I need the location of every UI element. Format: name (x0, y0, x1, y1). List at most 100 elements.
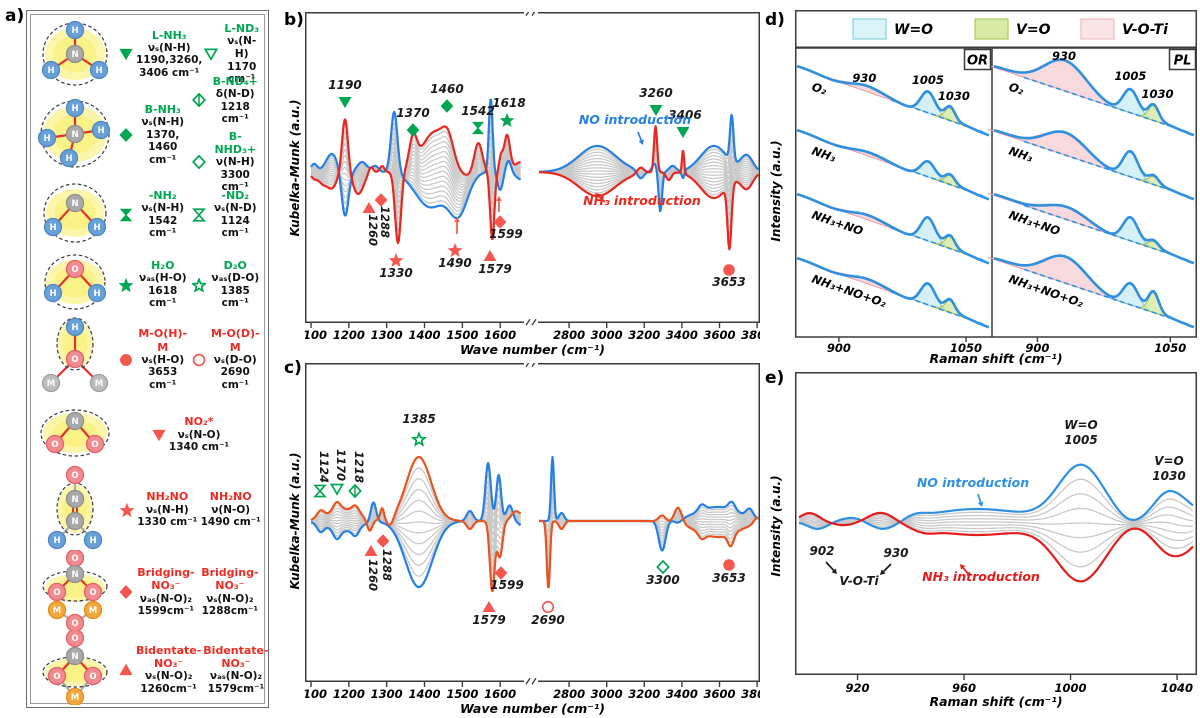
species-assignment-line: 1385 cm⁻¹ (220, 284, 250, 310)
diamond-marker (494, 566, 508, 580)
legend-entry-text: NO₂* νₛ(N-O) 1340 cm⁻¹ (169, 415, 229, 453)
species-name: -ND₂ (221, 189, 250, 203)
annotation-text: 1618 (492, 96, 525, 110)
species-assignment-line: νₛ(H-O) (141, 353, 185, 366)
molecule-cell: O H H (31, 250, 119, 319)
legend-entry: L-ND₃ νₛ(N-H) 1170 cm⁻¹ (204, 22, 262, 86)
blue-spectrum (310, 461, 522, 589)
legend-entry-text: Bridging-NO₃⁻ νₐₛ(N-O)₂ 1599cm⁻¹ (136, 566, 196, 618)
legend-swatch (1080, 18, 1115, 40)
diamond-marker (406, 123, 420, 137)
star-marker (447, 242, 463, 258)
peak-position-label: 1030 (938, 89, 970, 103)
red-spectrum (538, 125, 759, 251)
subpanel-badge-box (963, 48, 992, 71)
species-assignment-line: 1190,3260, (136, 54, 203, 67)
molecule-nh3l-diagram: N H H H (41, 20, 109, 86)
raman-spectrum-PL-0 (993, 58, 1195, 137)
annotation-arrow (960, 564, 970, 576)
subpanel-badge: OR (967, 54, 988, 69)
peak-position-label: 1005 (912, 73, 944, 87)
dashed-baseline (1023, 140, 1189, 197)
svg-text:H: H (49, 289, 56, 299)
legend-label: V=O (1016, 22, 1051, 38)
x-axis-label: Wave number (cm⁻¹) (460, 342, 605, 357)
legend-entries: Bidentate-NO₃⁻ νₛ(N-O)₂ 1260cm⁻¹ Bidentate-… (119, 644, 271, 696)
species-name: B-NH₃ (144, 102, 181, 116)
annotation-text: 3653 (712, 571, 745, 585)
x-tick-label: 1300 (371, 687, 403, 701)
hourglass-marker-icon (191, 207, 206, 222)
molecule-bidentate-diagram: ONO OM (42, 628, 108, 707)
svg-text:H: H (65, 154, 72, 164)
annotation-text: V-O-Ti (839, 574, 879, 588)
red-spectrum (538, 506, 759, 589)
x-tick-label: 1600 (484, 328, 516, 342)
legend-row-nh4: N H H H H B-NH₃ νₛ(N-H) 1370, 1460 cm⁻¹ B-ND₄+ δ(N… (31, 75, 264, 193)
legend-entry: Bridging-NO₃⁻ νₛ(N-O)₂ 1288cm⁻¹ (198, 566, 262, 618)
tri-down-marker-icon (119, 48, 133, 61)
annotation-text: 3406 (668, 108, 701, 122)
molecule-cell: H O M M (31, 315, 119, 404)
legend-entry-text: L-NH₃ νₛ(N-H) 1190,3260, 3406 cm⁻¹ (136, 29, 202, 80)
x-tick-label: 1400 (409, 328, 441, 342)
blue-spectrum (798, 463, 1194, 530)
species-name: B-NHD₃+ (214, 129, 257, 157)
svg-text:H: H (93, 223, 100, 233)
annotation-text: 1460 (430, 82, 463, 96)
legend-entries: NH₂NO νₛ(N-H) 1330 cm⁻¹ NH₂NO ν(N-O) 1490 cm⁻… (119, 490, 264, 528)
legend-entry: -NH₂ νₛ(N-H) 1542 cm⁻¹ (119, 189, 190, 240)
tri-down-marker (649, 104, 663, 117)
legend-entry-text: Bidentate-NO₃⁻ νₐₛ(N-O)₂ 1579cm⁻¹ (203, 644, 268, 696)
chart-d-svg: W=O V=O V-O-TiO₂NH₃NH₃+NONH₃+NO+O₂O₂NH₃NH₃… (795, 10, 1197, 366)
species-assignment-line: νₐₛ(N-O)₂ (209, 670, 263, 683)
species-name: M-O(H)-M (138, 327, 188, 354)
tri-down-marker (676, 126, 690, 139)
curves-group (798, 463, 1194, 583)
x-tick-label: 3000 (591, 328, 623, 342)
legend-entry-text: NH₂NO ν(N-O) 1490 cm⁻¹ (201, 490, 261, 528)
diamond-bar-marker (348, 483, 362, 499)
annotation-text-vertical: 1170 (334, 449, 348, 481)
species-assignment-line: 1599cm⁻¹ (137, 605, 195, 618)
raman-spectrum-PL-2 (993, 192, 1195, 265)
star-marker (388, 252, 404, 268)
annotation-text: NO introduction (579, 112, 691, 127)
legend-entries: B-NH₃ νₛ(N-H) 1370, 1460 cm⁻¹ B-ND₄+ δ(N-D) 12… (119, 75, 264, 194)
panel-e-ylabel: Intensity (a.u.) (769, 475, 783, 577)
legend-entry: Bidentate-NO₃⁻ νₐₛ(N-O)₂ 1579cm⁻¹ (203, 644, 268, 696)
annotation-text: NH₃ introduction (922, 569, 1040, 584)
svg-text:O: O (89, 672, 96, 682)
tri-down-marker (338, 96, 352, 109)
legend-entry: L-NH₃ νₛ(N-H) 1190,3260, 3406 cm⁻¹ (119, 29, 202, 80)
species-assignment-line: νₛ(N-O)₂ (144, 670, 193, 683)
svg-text:N: N (71, 417, 78, 427)
svg-text:M: M (89, 606, 97, 616)
species-name: L-NH₃ (151, 28, 187, 42)
svg-text:N: N (71, 199, 78, 209)
raman-spectrum-OR-0 (796, 64, 990, 137)
panel-e-letter: e) (765, 368, 785, 388)
legend-entries: H₂O νₐₛ(H-O) 1618 cm⁻¹ D₂O νₐₛ(D-O) 1385 cm⁻¹ (119, 259, 264, 310)
legend-entry: B-NH₃ νₛ(N-H) 1370, 1460 cm⁻¹ (119, 103, 190, 167)
panel-b-letter: b) (284, 10, 304, 30)
peak-position-label: 930 (852, 71, 876, 85)
x-tick-label: 1300 (371, 328, 403, 342)
species-assignment-line: νₛ(N-O) (177, 428, 221, 441)
annotation-text-vertical: 1218 (352, 451, 366, 483)
annotation-text-vertical: 1288 (380, 549, 394, 581)
star-marker (410, 431, 428, 447)
legend-row-no2: N O O NO₂* νₛ(N-O) 1340 cm⁻¹ (31, 402, 264, 467)
annotation-text: 1579 (472, 613, 505, 627)
legend-entry-text: Bidentate-NO₃⁻ νₛ(N-O)₂ 1260cm⁻¹ (136, 644, 201, 696)
diamond-marker-icon (119, 585, 133, 599)
curves-group (310, 98, 759, 251)
annotation-text-vertical: 1260 (366, 559, 380, 591)
svg-text:O: O (71, 554, 78, 564)
molecule-h2o-diagram: O H H (43, 254, 107, 310)
panel-c-ylabel: Kubelka-Munk (a.u.) (288, 452, 302, 590)
peak-position-label: 930 (1052, 49, 1076, 63)
svg-text:M: M (71, 693, 79, 703)
